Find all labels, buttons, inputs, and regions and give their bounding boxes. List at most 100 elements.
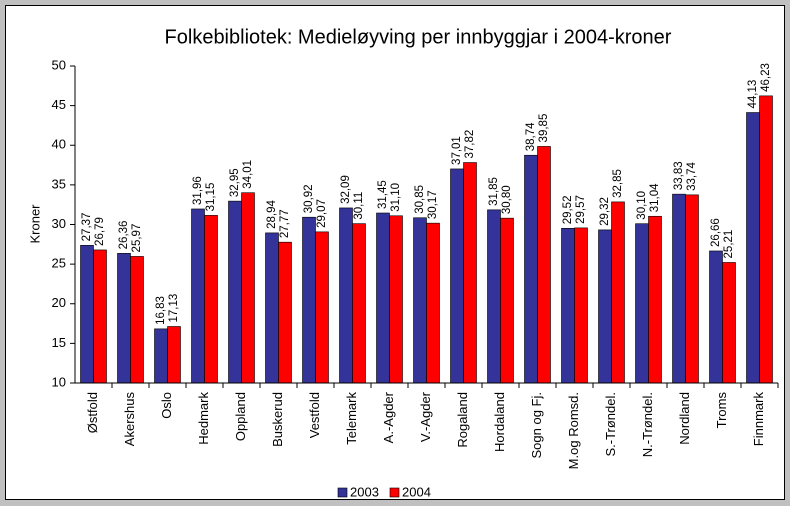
- value-label: 25,97: [131, 224, 143, 253]
- bar: [117, 253, 131, 384]
- x-tick-label: Buskerud: [270, 392, 285, 447]
- value-label: 31,96: [192, 176, 204, 205]
- value-label: 29,07: [316, 199, 328, 228]
- y-tick-label: 15: [52, 335, 66, 350]
- x-tick-label: Troms: [714, 392, 729, 429]
- legend-label: 2004: [402, 484, 431, 499]
- value-label: 30,10: [636, 191, 648, 220]
- value-label: 33,74: [686, 161, 698, 190]
- bar: [561, 228, 575, 384]
- y-tick-label: 20: [52, 295, 66, 310]
- bar: [500, 217, 514, 384]
- bar: [315, 231, 329, 384]
- x-tick-label: Rogaland: [455, 392, 470, 448]
- value-label: 29,52: [562, 196, 574, 225]
- value-label: 31,15: [205, 183, 217, 212]
- value-label: 32,95: [229, 168, 241, 197]
- value-label: 44,13: [747, 80, 759, 109]
- bar: [759, 95, 773, 384]
- value-label: 31,85: [488, 177, 500, 206]
- value-label: 37,01: [451, 136, 463, 165]
- value-label: 29,32: [599, 197, 611, 226]
- y-axis-label: Kroner: [27, 204, 42, 244]
- value-label: 38,74: [525, 122, 537, 151]
- value-label: 30,80: [501, 185, 513, 214]
- x-tick-label: Sogn og Fj.: [529, 392, 544, 459]
- bar: [167, 326, 181, 384]
- bar: [241, 192, 255, 384]
- value-label: 17,13: [168, 294, 180, 323]
- chart-title: Folkebibliotek: Medieløyving per innbygg…: [165, 26, 672, 48]
- value-label: 31,10: [390, 183, 402, 212]
- bar: [537, 146, 551, 384]
- y-tick-label: 30: [52, 216, 66, 231]
- value-label: 28,94: [266, 200, 278, 229]
- value-label: 26,66: [710, 218, 722, 247]
- bar: [154, 328, 168, 384]
- x-tick-label: Vestfold: [307, 392, 322, 438]
- bar: [376, 212, 390, 384]
- bar: [265, 232, 279, 384]
- bar: [648, 215, 662, 384]
- value-label: 46,23: [760, 63, 772, 92]
- value-label: 26,36: [118, 221, 130, 250]
- bar: [413, 217, 427, 384]
- bar: [339, 207, 353, 384]
- value-label: 30,11: [353, 192, 365, 220]
- bar: [450, 168, 464, 384]
- bar: [524, 154, 538, 384]
- x-tick-label: Oslo: [159, 392, 174, 419]
- value-label: 16,83: [155, 296, 167, 325]
- y-tick-label: 50: [52, 57, 66, 72]
- value-label: 29,57: [575, 195, 587, 224]
- bar: [574, 227, 588, 384]
- bar: [635, 223, 649, 384]
- value-label: 32,85: [612, 169, 624, 198]
- y-tick-label: 45: [52, 97, 66, 112]
- legend-label: 2003: [350, 484, 379, 499]
- bar: [80, 245, 94, 384]
- legend-swatch: [389, 487, 400, 498]
- bar: [746, 112, 760, 384]
- legend-swatch: [337, 487, 348, 498]
- value-label: 25,21: [723, 230, 735, 259]
- y-tick-label: 25: [52, 256, 66, 271]
- x-tick-label: A.-Agder: [381, 391, 396, 443]
- value-label: 27,77: [279, 209, 291, 238]
- bar: [722, 262, 736, 384]
- x-tick-label: Finnmark: [751, 392, 766, 447]
- bar: [611, 201, 625, 384]
- x-tick-label: Akershus: [122, 392, 137, 447]
- value-label: 31,04: [649, 183, 661, 212]
- value-label: 30,85: [414, 185, 426, 214]
- bar: [191, 208, 205, 384]
- bar: [93, 249, 107, 384]
- value-label: 31,45: [377, 180, 389, 209]
- x-tick-label: Østfold: [85, 392, 100, 433]
- value-label: 32,09: [340, 175, 352, 204]
- x-tick-label: M.og Romsd.: [566, 392, 581, 469]
- value-label: 39,85: [538, 114, 550, 143]
- value-label: 30,17: [427, 190, 439, 219]
- value-label: 34,01: [242, 160, 254, 189]
- y-tick-label: 35: [52, 176, 66, 191]
- x-tick-label: Oppland: [233, 392, 248, 441]
- x-tick-label: Hordaland: [492, 392, 507, 452]
- bar: [352, 223, 366, 384]
- bar: [463, 162, 477, 384]
- bar: [389, 215, 403, 384]
- x-tick-label: N.-Trøndel.: [640, 392, 655, 457]
- bar: [672, 193, 686, 384]
- bar: [302, 216, 316, 384]
- x-tick-label: S.-Trøndel.: [603, 392, 618, 457]
- x-tick-label: Hedmark: [196, 392, 211, 445]
- x-tick-label: Telemark: [344, 392, 359, 445]
- bar: [228, 200, 242, 384]
- bar: [487, 209, 501, 384]
- bar: [426, 222, 440, 384]
- y-tick-label: 10: [52, 374, 66, 389]
- bar: [278, 241, 292, 384]
- value-label: 37,82: [464, 130, 476, 159]
- value-label: 26,79: [94, 217, 106, 246]
